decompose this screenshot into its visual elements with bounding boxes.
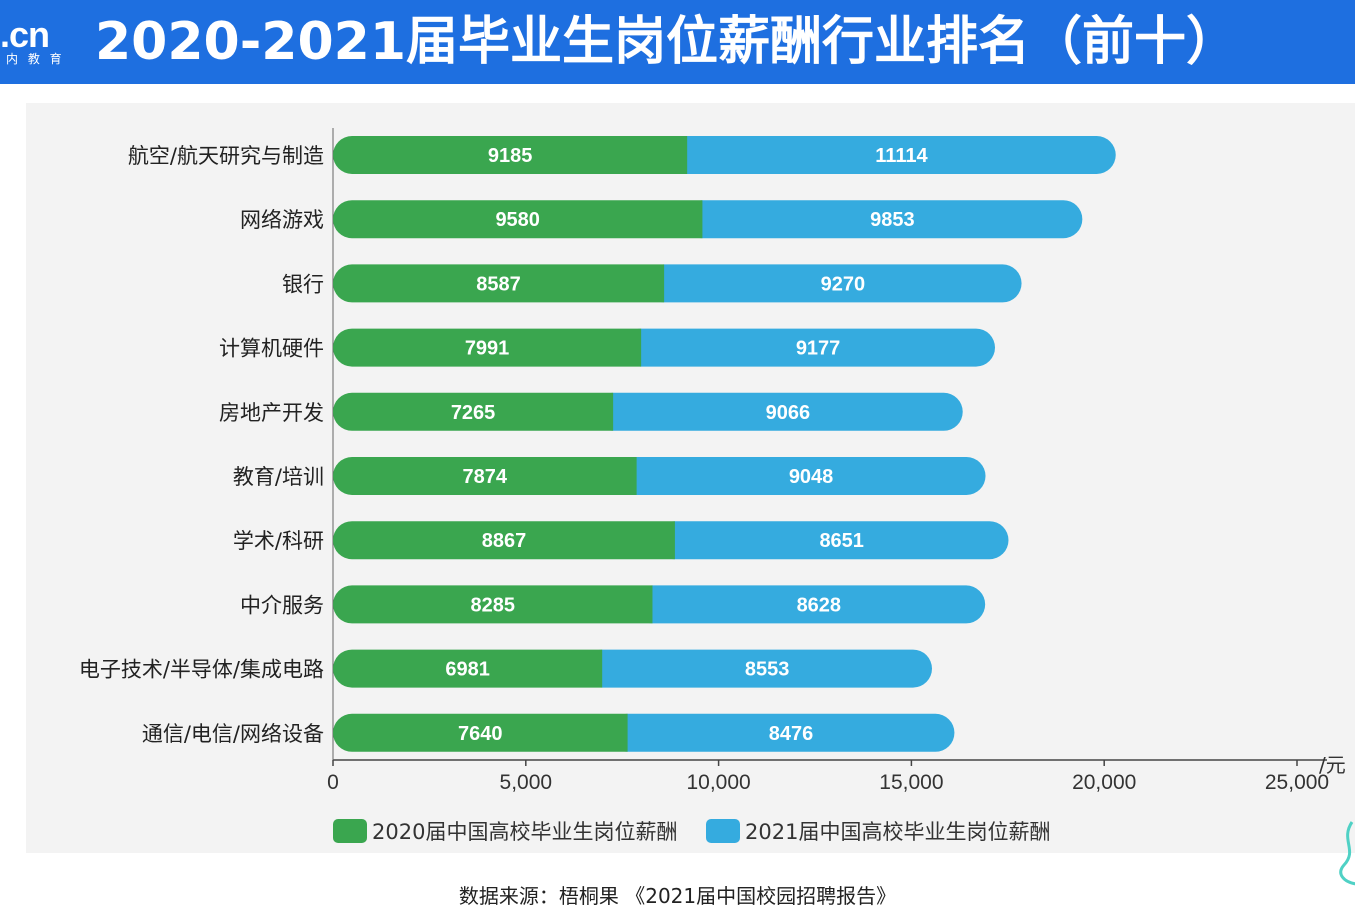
legend-label-2021: 2021届中国高校毕业生岗位薪酬 <box>745 820 1050 844</box>
bar-2021-value-label: 8476 <box>769 723 814 745</box>
bar-2020 <box>333 521 675 560</box>
bar-2021 <box>583 649 932 688</box>
bar-2021 <box>617 457 986 495</box>
category-label: 网络游戏 <box>240 208 324 232</box>
salary-bar-chart: 0 5,000 10,000 15,000 20,000 25,000/元 9185 111… <box>79 128 1346 844</box>
bar-2020-value-label: 6981 <box>445 659 490 681</box>
bar-2020 <box>333 136 688 174</box>
bar-2020-value-label: 9185 <box>488 145 533 167</box>
site-logo-subtitle: 内 教 育 <box>6 52 65 66</box>
x-tick-label: 10,000 <box>686 771 750 794</box>
bar-2021 <box>594 392 963 431</box>
bar-2021-value-label: 9270 <box>821 273 866 295</box>
bar-2021 <box>608 713 955 752</box>
bar-2020-value-label: 8587 <box>476 273 521 295</box>
category-label: 中介服务 <box>240 593 324 617</box>
bar-2020-value-label: 7874 <box>463 466 508 488</box>
bar-2021 <box>645 264 1022 303</box>
bar-2021 <box>655 521 1009 560</box>
bar-2020 <box>333 649 603 688</box>
x-tick-label: 0 <box>327 771 339 794</box>
bar-2020-value-label: 8867 <box>482 530 527 552</box>
category-label: 教育/培训 <box>233 465 324 489</box>
bar-2020 <box>333 713 628 752</box>
category-label: 银行 <box>282 272 324 296</box>
category-label: 房地产开发 <box>219 401 324 425</box>
bar-2020-value-label: 8285 <box>470 594 515 616</box>
decorative-swirl-icon <box>1339 821 1355 886</box>
bar-2020-value-label: 7640 <box>458 723 503 745</box>
category-label: 计算机硬件 <box>219 337 324 361</box>
x-axis-unit: /元 <box>1319 753 1346 777</box>
bar-2021-value-label: 9066 <box>766 402 811 424</box>
bar-2021-value-label: 9853 <box>870 209 915 231</box>
bar-2020 <box>333 200 703 239</box>
category-label: 电子技术/半导体/集成电路 <box>79 658 324 682</box>
legend-swatch-2020 <box>333 819 367 843</box>
bar-2021-value-label: 11114 <box>875 145 928 167</box>
header-bar: .cn 内 教 育 2020-2021届毕业生岗位薪酬行业排名（前十） <box>0 0 1355 84</box>
legend-swatch-2021 <box>706 819 740 843</box>
bar-2020-value-label: 7991 <box>465 338 510 360</box>
bar-2021 <box>683 200 1083 239</box>
bar-2021-value-label: 8651 <box>819 530 864 552</box>
category-label: 航空/航天研究与制造 <box>128 144 324 168</box>
bar-2020 <box>333 328 642 367</box>
bar-2020 <box>333 457 637 495</box>
x-tick-label: 5,000 <box>500 771 553 794</box>
bar-2020-value-label: 9580 <box>495 209 540 231</box>
bar-2021 <box>622 328 995 367</box>
legend-label-2020: 2020届中国高校毕业生岗位薪酬 <box>372 820 677 844</box>
bar-2020 <box>333 585 653 624</box>
bar-2021-value-label: 8628 <box>797 594 842 616</box>
bar-2020-value-label: 7265 <box>451 402 496 424</box>
x-tick-label: 25,000 <box>1265 771 1329 794</box>
bar-2021 <box>633 585 986 624</box>
category-label: 通信/电信/网络设备 <box>142 722 324 746</box>
site-logo[interactable]: .cn <box>0 14 50 55</box>
data-source-note: 数据来源：梧桐果 《2021届中国校园招聘报告》 <box>458 884 897 908</box>
bar-2021-value-label: 8553 <box>745 659 790 681</box>
x-tick-label: 20,000 <box>1072 771 1136 794</box>
category-label: 学术/科研 <box>233 529 324 553</box>
page-title: 2020-2021届毕业生岗位薪酬行业排名（前十） <box>95 12 1239 72</box>
bar-2021 <box>668 136 1116 174</box>
bar-2021-value-label: 9048 <box>789 466 834 488</box>
bar-2020 <box>333 392 614 431</box>
bar-2021-value-label: 9177 <box>796 338 841 360</box>
x-tick-label: 15,000 <box>879 771 943 794</box>
bar-2020 <box>333 264 665 303</box>
